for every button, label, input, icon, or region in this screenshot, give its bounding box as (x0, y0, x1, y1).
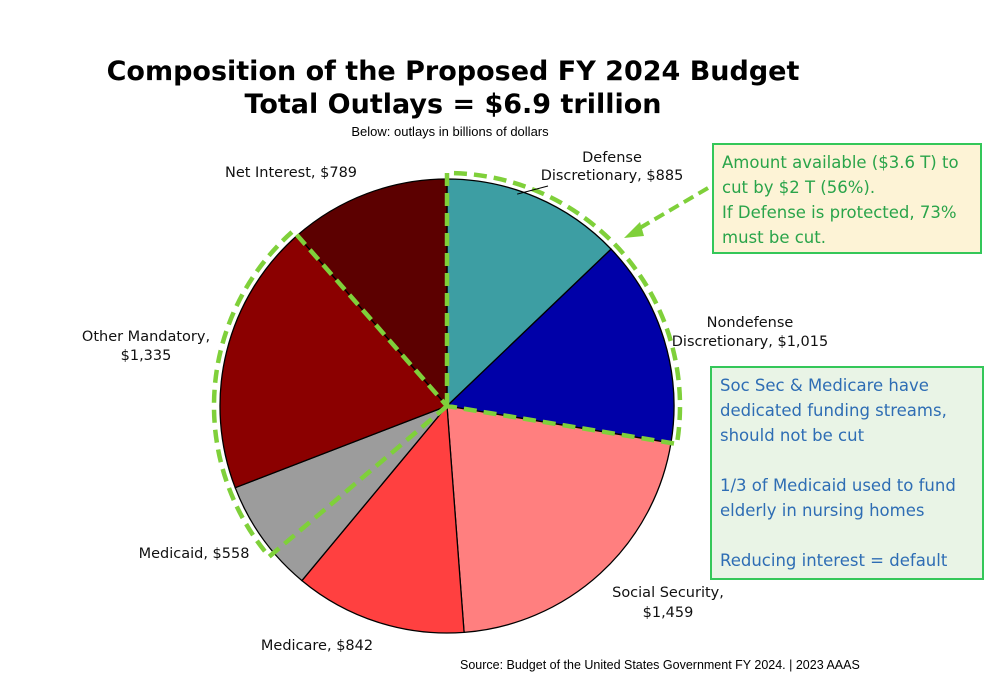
callout-line: dedicated funding streams, (720, 401, 947, 420)
slice-label: Net Interest, $789 (225, 165, 357, 181)
chart-note: Below: outlays in billions of dollars (351, 124, 549, 139)
pie-slice (446, 178, 613, 408)
pie-slice (296, 178, 448, 408)
callout-line: elderly in nursing homes (720, 501, 925, 520)
slice-label: Nondefense (707, 315, 794, 331)
callout-line: If Defense is protected, 73% (722, 203, 957, 222)
callout-arrowhead (624, 222, 644, 238)
source-note: Source: Budget of the United States Gove… (460, 658, 860, 672)
discretionary-highlight (444, 170, 683, 447)
callout-line: 1/3 of Medicaid used to fund (720, 476, 956, 495)
slice-label: Medicare, $842 (261, 638, 373, 654)
slice-label: $1,335 (121, 348, 172, 364)
callout-arrow (631, 186, 710, 234)
callout-line: should not be cut (720, 426, 865, 445)
slice-label: Medicaid, $558 (139, 546, 250, 562)
chart-title: Composition of the Proposed FY 2024 Budg… (106, 56, 800, 87)
chart-subtitle: Total Outlays = $6.9 trillion (244, 89, 662, 120)
callout-line: Amount available ($3.6 T) to (722, 153, 959, 172)
callout-line: must be cut. (722, 228, 826, 247)
callout-protected-spending: Soc Sec & Medicare have dedicated fundin… (710, 366, 984, 580)
callout-line: Reducing interest = default (720, 551, 948, 570)
pie-slice (219, 234, 449, 489)
slice-label: Discretionary, $1,015 (672, 334, 828, 350)
slice-label: Social Security, (612, 585, 724, 601)
pie-slice (446, 405, 672, 634)
callout-available-cut: Amount available ($3.6 T) to cut by $2 T… (712, 143, 982, 254)
mandatory-highlight (211, 228, 450, 559)
slice-label: Discretionary, $885 (541, 168, 684, 184)
callout-line: cut by $2 T (56%). (722, 178, 876, 197)
pie-slice (301, 404, 465, 634)
slice-label: Other Mandatory, (82, 329, 210, 345)
pie-slice (445, 248, 675, 444)
callout-line: Soc Sec & Medicare have (720, 376, 929, 395)
slice-label: $1,459 (643, 605, 694, 621)
slice-label: Defense (582, 150, 642, 166)
label-leader-line (517, 185, 549, 195)
